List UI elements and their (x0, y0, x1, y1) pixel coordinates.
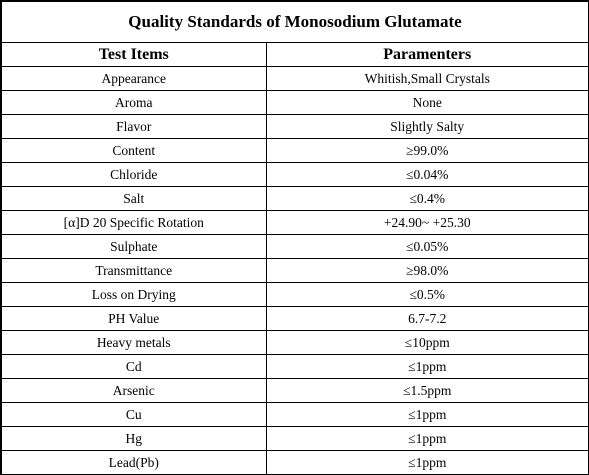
test-item-cell: Content (0, 138, 267, 163)
parameter-cell: ≤1.5ppm (265, 378, 589, 403)
test-item-cell: Salt (0, 186, 267, 211)
test-item-cell: Lead(Pb) (0, 450, 267, 475)
table-title: Quality Standards of Monosodium Glutamat… (0, 0, 589, 43)
parameter-cell: ≤1ppm (265, 402, 589, 427)
test-item-cell: Loss on Drying (0, 282, 267, 307)
test-item-cell: Transmittance (0, 258, 267, 283)
test-item-cell: Hg (0, 426, 267, 451)
test-item-cell: Flavor (0, 114, 267, 139)
test-item-cell: Sulphate (0, 234, 267, 259)
parameter-cell: ≥99.0% (265, 138, 589, 163)
parameter-cell: ≤0.05% (265, 234, 589, 259)
parameter-cell: +24.90~ +25.30 (265, 210, 589, 235)
test-item-cell: [α]D 20 Specific Rotation (0, 210, 267, 235)
title-row: Quality Standards of Monosodium Glutamat… (0, 0, 589, 43)
test-item-cell: Cd (0, 354, 267, 379)
table-row: Loss on Drying ≤0.5% (0, 282, 589, 307)
table-row: [α]D 20 Specific Rotation +24.90~ +25.30 (0, 210, 589, 235)
table-row: Lead(Pb) ≤1ppm (0, 450, 589, 475)
test-item-cell: Arsenic (0, 378, 267, 403)
table-row: Sulphate ≤0.05% (0, 234, 589, 259)
table-row: Content ≥99.0% (0, 138, 589, 163)
parameter-cell: ≤0.5% (265, 282, 589, 307)
table-row: Cd ≤1ppm (0, 354, 589, 379)
table-row: Transmittance ≥98.0% (0, 258, 589, 283)
parameter-cell: ≤1ppm (265, 450, 589, 475)
test-item-cell: Chloride (0, 162, 267, 187)
table-row: Arsenic ≤1.5ppm (0, 378, 589, 403)
test-item-cell: Aroma (0, 90, 267, 115)
parameter-cell: ≥98.0% (265, 258, 589, 283)
test-item-cell: Heavy metals (0, 330, 267, 355)
table-row: Cu ≤1ppm (0, 402, 589, 427)
parameter-cell: Whitish,Small Crystals (265, 66, 589, 91)
parameter-cell: Slightly Salty (265, 114, 589, 139)
column-header-parameters: Paramenters (265, 42, 589, 67)
table-row: Heavy metals ≤10ppm (0, 330, 589, 355)
test-item-cell: PH Value (0, 306, 267, 331)
table-row: Hg ≤1ppm (0, 426, 589, 451)
parameter-cell: ≤10ppm (265, 330, 589, 355)
table-row: Salt ≤0.4% (0, 186, 589, 211)
table-row: Aroma None (0, 90, 589, 115)
table-body: Appearance Whitish,Small Crystals Aroma Non… (0, 66, 589, 475)
parameter-cell: ≤1ppm (265, 354, 589, 379)
parameter-cell: None (265, 90, 589, 115)
table-row: Chloride ≤0.04% (0, 162, 589, 187)
parameter-cell: ≤0.4% (265, 186, 589, 211)
parameter-cell: 6.7-7.2 (265, 306, 589, 331)
test-item-cell: Cu (0, 402, 267, 427)
table-row: PH Value 6.7-7.2 (0, 306, 589, 331)
parameter-cell: ≤0.04% (265, 162, 589, 187)
table-row: Appearance Whitish,Small Crystals (0, 66, 589, 91)
parameter-cell: ≤1ppm (265, 426, 589, 451)
column-header-test-items: Test Items (0, 42, 267, 67)
table-row: Flavor Slightly Salty (0, 114, 589, 139)
header-row: Test Items Paramenters (0, 42, 589, 67)
test-item-cell: Appearance (0, 66, 267, 91)
